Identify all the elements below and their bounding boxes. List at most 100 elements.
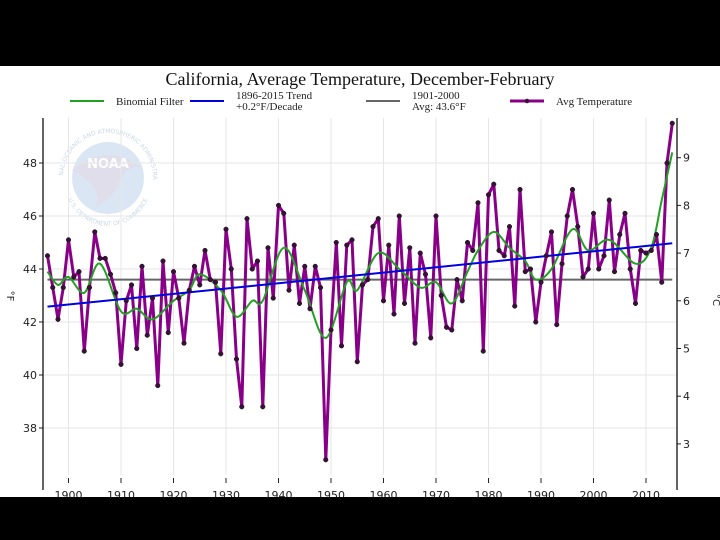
- data-point: [291, 242, 297, 248]
- data-point: [601, 253, 607, 259]
- data-point: [627, 266, 633, 272]
- x-tick-label: 1970: [422, 489, 450, 497]
- y-tick-label-right: 6: [683, 295, 690, 308]
- data-point: [606, 197, 612, 203]
- legend-label: Avg Temperature: [556, 96, 632, 108]
- y-tick-label-right: 8: [683, 199, 690, 212]
- data-point: [44, 253, 51, 259]
- data-point: [638, 247, 644, 253]
- logo-bird-shape: [72, 155, 144, 205]
- y-tick-label-left: 40: [23, 369, 37, 382]
- data-point: [517, 186, 523, 193]
- legend-item-binomial: Binomial Filter: [70, 96, 184, 108]
- data-point: [149, 295, 156, 301]
- x-tick-label: 1930: [212, 489, 240, 497]
- data-point: [543, 253, 549, 259]
- data-point: [207, 277, 213, 283]
- avg-temperature-line: [46, 123, 674, 462]
- noaa-logo-watermark: NOAA NATIONAL OCEANIC AND ATMOSPHERIC AD…: [0, 66, 158, 228]
- y-tick-label-left: 48: [23, 157, 37, 170]
- data-point: [60, 285, 66, 291]
- data-point: [454, 277, 460, 283]
- data-point: [281, 210, 287, 216]
- data-point: [443, 324, 450, 330]
- legend-label: Binomial Filter: [116, 96, 184, 108]
- y-tick-label-left: 46: [23, 210, 37, 223]
- data-point: [422, 271, 429, 277]
- data-point: [55, 316, 61, 322]
- data-point: [632, 300, 639, 307]
- data-point: [176, 295, 182, 301]
- data-point: [396, 213, 402, 219]
- data-point: [643, 250, 649, 256]
- data-point: [533, 319, 539, 325]
- logo-text: NOAA: [87, 157, 129, 172]
- data-point: [202, 247, 208, 253]
- data-point: [170, 269, 177, 275]
- x-tick-label: 1900: [55, 489, 83, 497]
- data-point: [239, 404, 245, 410]
- data-point: [527, 266, 534, 272]
- data-point: [228, 266, 234, 272]
- data-point: [438, 292, 444, 299]
- data-point: [669, 120, 675, 126]
- data-point: [349, 237, 355, 243]
- data-point: [359, 282, 366, 288]
- x-tick-label: 1980: [475, 489, 503, 497]
- data-point: [417, 250, 423, 256]
- data-point: [485, 192, 492, 198]
- data-point: [186, 287, 192, 293]
- data-point: [522, 269, 528, 275]
- data-point: [86, 285, 93, 291]
- data-point: [564, 213, 570, 219]
- data-point: [323, 457, 329, 463]
- data-point: [512, 303, 518, 309]
- data-point: [664, 160, 670, 166]
- data-point: [428, 335, 434, 341]
- data-point: [254, 258, 261, 264]
- data-point: [92, 229, 98, 235]
- data-point: [123, 298, 129, 304]
- y-tick-label-right: 5: [683, 343, 690, 356]
- x-tick-label: 2000: [580, 489, 608, 497]
- data-point: [260, 404, 266, 410]
- data-point: [491, 181, 497, 187]
- x-tick-label: 1910: [107, 489, 135, 497]
- data-point: [81, 348, 87, 354]
- data-point: [338, 343, 345, 349]
- data-point: [275, 202, 282, 208]
- data-point: [71, 274, 77, 280]
- data-point: [65, 237, 72, 243]
- data-point: [501, 253, 507, 259]
- data-point: [470, 247, 476, 253]
- data-point: [375, 216, 381, 222]
- data-point: [107, 271, 114, 277]
- data-point: [333, 239, 339, 246]
- data-point: [370, 224, 376, 230]
- data-point: [653, 232, 660, 238]
- data-point: [548, 229, 555, 235]
- legend-label: Avg: 43.6°F: [412, 101, 466, 113]
- data-point: [611, 269, 618, 275]
- series-layer: [44, 120, 675, 463]
- data-point: [459, 298, 465, 304]
- data-point: [113, 290, 119, 296]
- data-point: [386, 242, 392, 248]
- data-point: [391, 311, 397, 317]
- data-point: [223, 226, 229, 232]
- data-point: [506, 224, 513, 230]
- data-point: [50, 285, 56, 291]
- y-tick-label-right: 3: [683, 438, 690, 451]
- data-point: [554, 322, 560, 328]
- data-point: [218, 351, 224, 357]
- data-point: [139, 263, 145, 269]
- legend-label: 1896-2015 Trend: [236, 90, 313, 102]
- data-point: [538, 279, 544, 285]
- data-point: [307, 306, 313, 312]
- x-tick-label: 1920: [160, 489, 188, 497]
- y-tick-label-right: 9: [683, 152, 690, 165]
- y-axis-label-left: °F: [4, 291, 15, 302]
- data-point: [134, 345, 140, 352]
- data-point: [480, 348, 486, 354]
- data-point: [249, 266, 255, 272]
